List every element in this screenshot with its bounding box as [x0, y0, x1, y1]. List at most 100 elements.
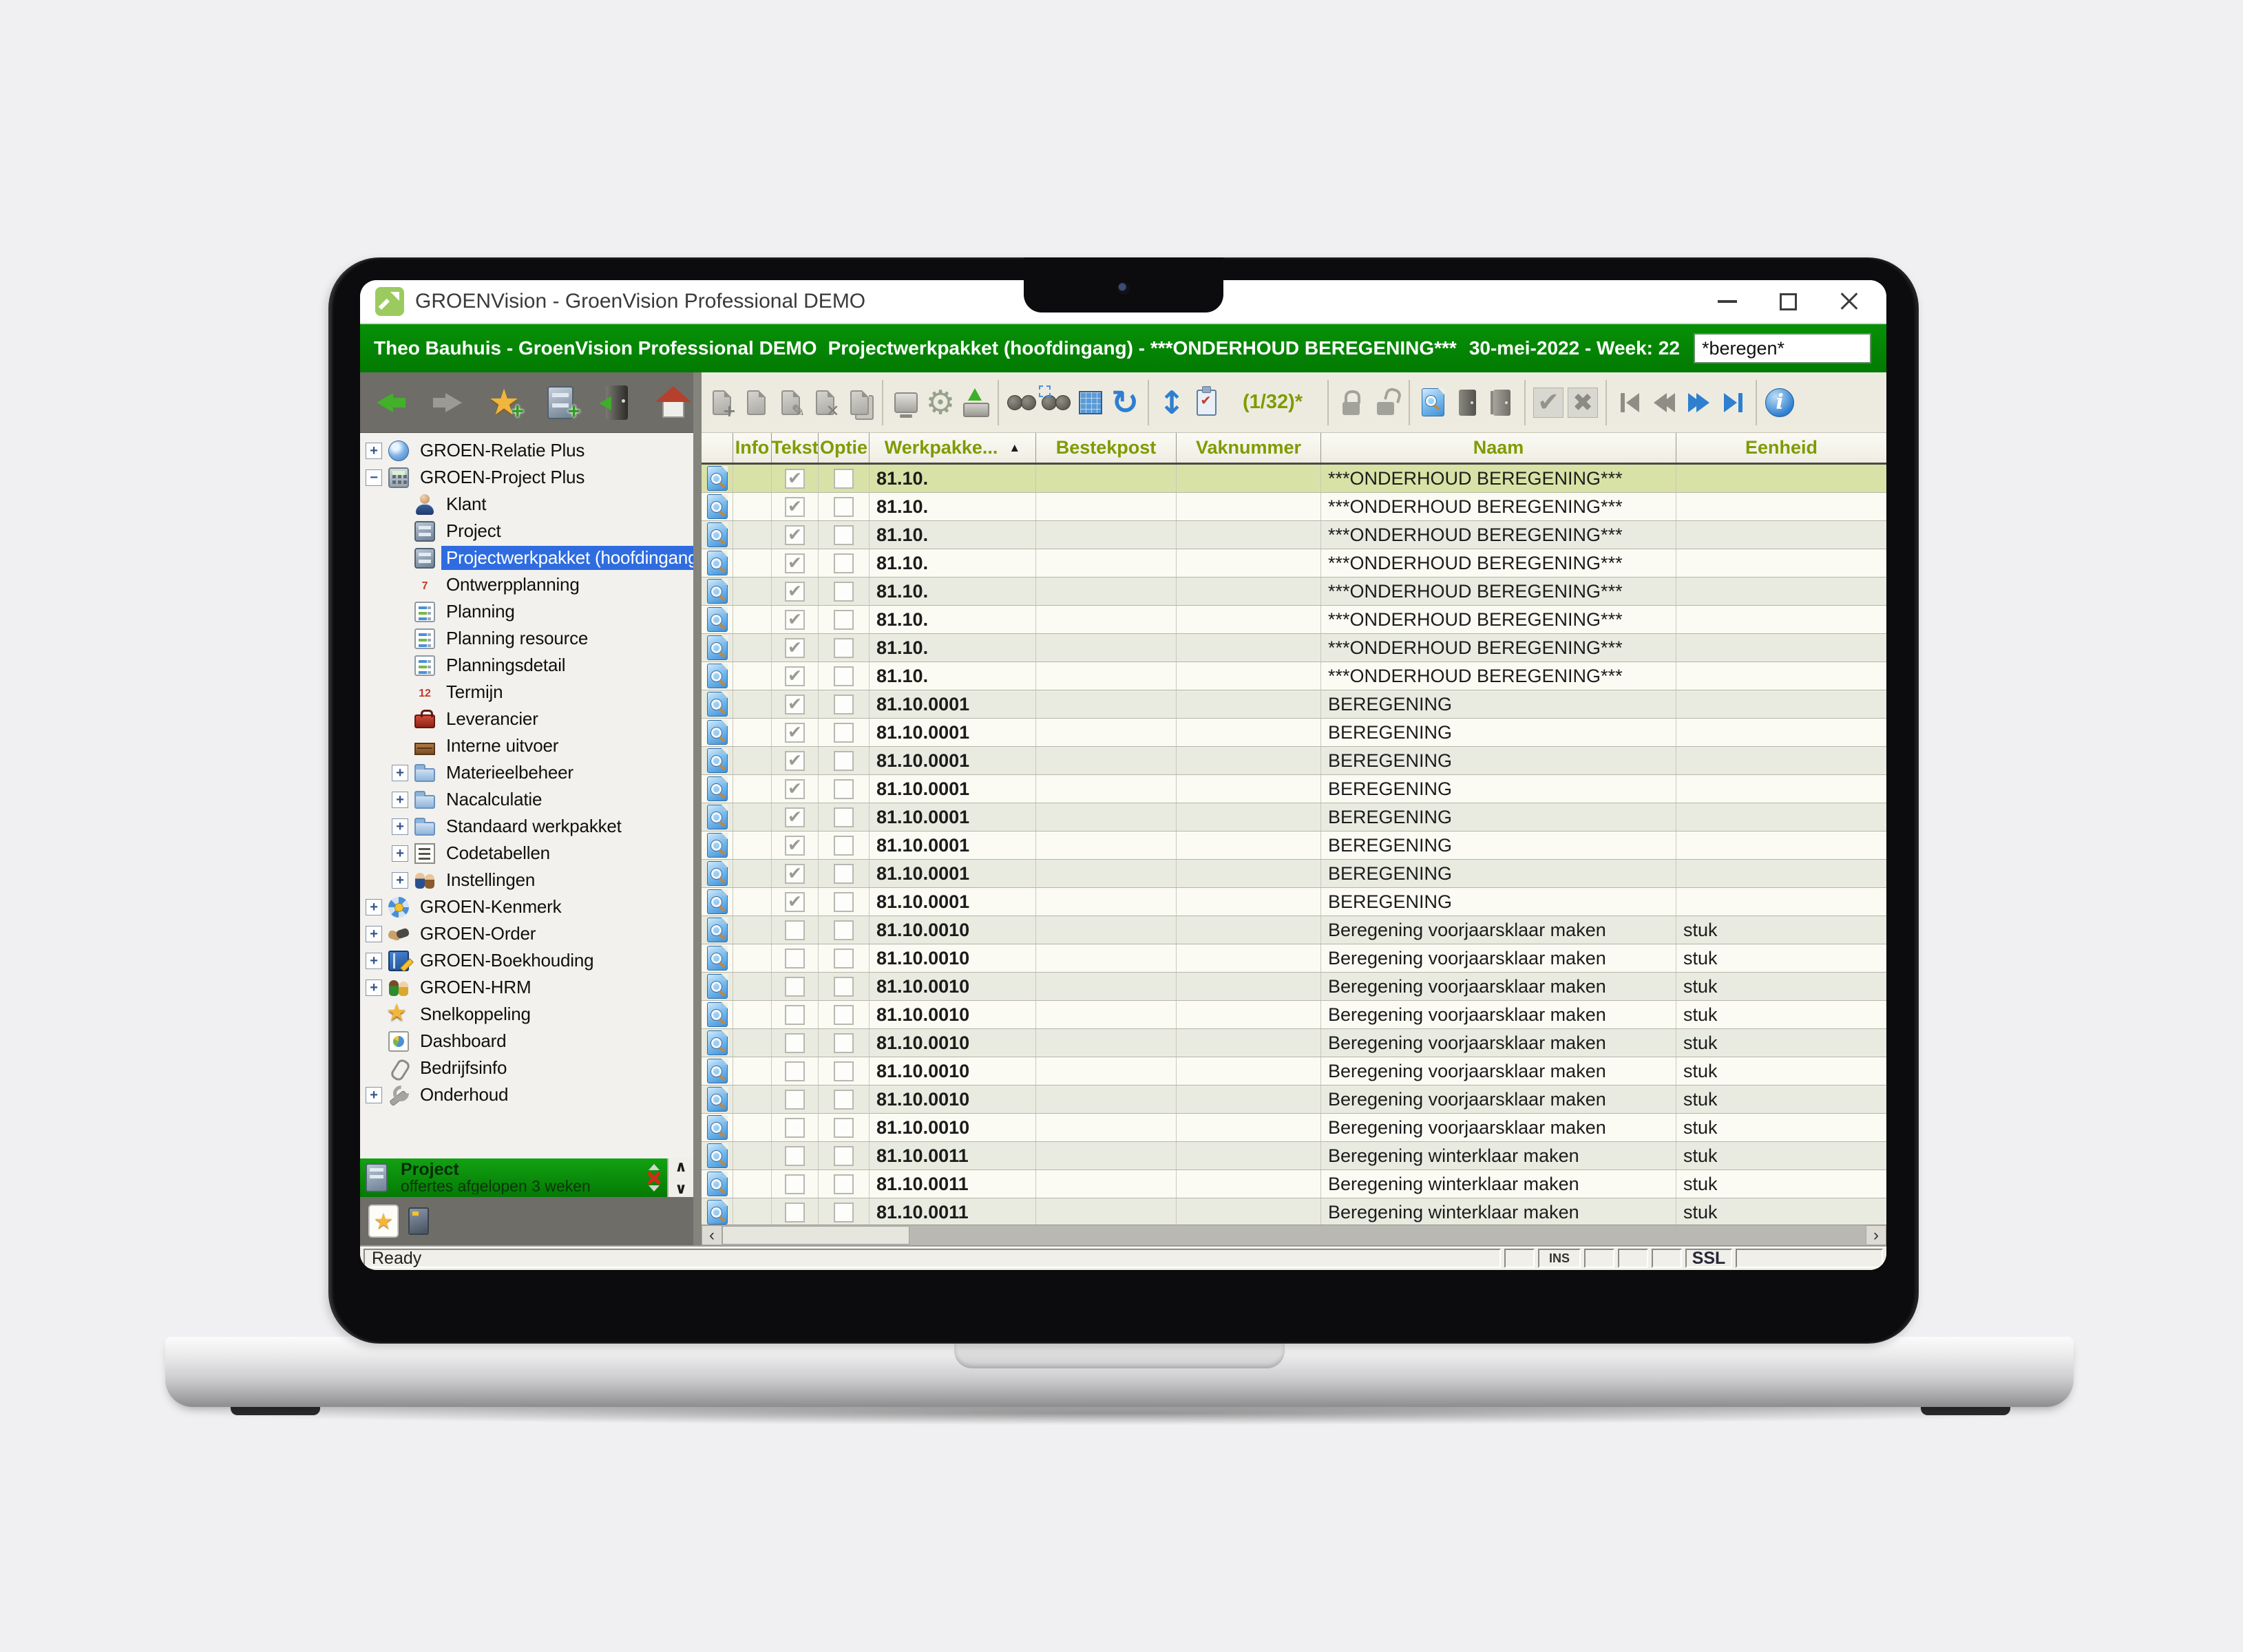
delete-record-button[interactable] [808, 382, 842, 423]
new-record-button[interactable] [704, 382, 739, 423]
tekst-checkbox[interactable] [785, 637, 805, 658]
optie-checkbox[interactable] [834, 468, 854, 489]
table-row[interactable]: 81.10. ***ONDERHOUD BEREGENING*** [702, 578, 1886, 606]
preview-document-icon[interactable] [706, 1059, 728, 1083]
tree-item[interactable]: Klant [360, 491, 693, 518]
door-open-button[interactable] [1484, 382, 1519, 423]
tree-item-label[interactable]: GROEN-Order [420, 923, 536, 944]
preview-document-icon[interactable] [706, 494, 728, 519]
column-header-tekst[interactable]: Tekst [772, 433, 819, 463]
tree-item-label[interactable]: Projectwerkpakket (hoofdingang) [441, 546, 693, 570]
table-row[interactable]: 81.10.0011 Beregening winterklaar maken st… [702, 1170, 1886, 1198]
tree-item[interactable]: Planning resource [360, 625, 693, 652]
tekst-checkbox[interactable] [785, 666, 805, 686]
optie-checkbox[interactable] [834, 496, 854, 517]
search-button[interactable] [1885, 331, 1886, 366]
notes-tab-icon[interactable] [408, 1207, 429, 1235]
preview-document-icon[interactable] [706, 1030, 728, 1055]
tree-item[interactable]: + GROEN-HRM [360, 974, 693, 1001]
table-row[interactable]: 81.10. ***ONDERHOUD BEREGENING*** [702, 521, 1886, 549]
unlock-button[interactable] [1369, 382, 1403, 423]
tekst-checkbox[interactable] [785, 553, 805, 573]
tekst-checkbox[interactable] [785, 807, 805, 827]
tree-item-label[interactable]: Onderhoud [420, 1084, 509, 1105]
tekst-checkbox[interactable] [785, 468, 805, 489]
table-row[interactable]: 81.10.0001 BEREGENING [702, 860, 1886, 888]
sidebar-splitter[interactable] [693, 372, 702, 1245]
tree-item[interactable]: Dashboard [360, 1028, 693, 1055]
optie-checkbox[interactable] [834, 637, 854, 658]
panel-close-icon[interactable] [646, 1171, 662, 1185]
open-record-button[interactable] [739, 382, 773, 423]
tree-item[interactable]: Snelkoppeling [360, 1000, 693, 1028]
optie-checkbox[interactable] [834, 1032, 854, 1053]
tekst-checkbox[interactable] [785, 863, 805, 884]
archive-add-button[interactable] [540, 380, 580, 425]
optie-checkbox[interactable] [834, 948, 854, 968]
expand-icon[interactable]: + [366, 979, 382, 996]
optie-checkbox[interactable] [834, 722, 854, 743]
tree-item-label[interactable]: Ontwerpplanning [446, 574, 580, 595]
preview-document-icon[interactable] [706, 748, 728, 773]
tree-item-label[interactable]: Termijn [446, 681, 503, 702]
tekst-checkbox[interactable] [785, 948, 805, 968]
checklist-button[interactable] [1189, 382, 1223, 423]
expand-icon[interactable]: + [392, 791, 408, 808]
tree-item-label[interactable]: GROEN-Project Plus [420, 467, 585, 487]
tree-item[interactable]: + GROEN-Kenmerk [360, 893, 693, 920]
horizontal-scrollbar[interactable] [702, 1225, 1886, 1245]
optie-checkbox[interactable] [834, 835, 854, 856]
optie-checkbox[interactable] [834, 1117, 854, 1138]
info-button[interactable] [1762, 382, 1797, 423]
print-button[interactable] [889, 382, 923, 423]
edit-record-button[interactable] [773, 382, 808, 423]
tree-item[interactable]: + GROEN-Order [360, 920, 693, 947]
nav-first-button[interactable] [1612, 382, 1647, 423]
tree-item[interactable]: Ontwerpplanning [360, 571, 693, 598]
optie-checkbox[interactable] [834, 891, 854, 912]
minimize-icon[interactable] [1718, 300, 1737, 303]
table-row[interactable]: 81.10. ***ONDERHOUD BEREGENING*** [702, 549, 1886, 578]
expand-icon[interactable]: + [366, 442, 382, 459]
preview-document-icon[interactable] [706, 1172, 728, 1196]
tekst-checkbox[interactable] [785, 920, 805, 940]
preview-document-icon[interactable] [706, 1200, 728, 1225]
table-row[interactable]: 81.10.0011 Beregening winterklaar maken st… [702, 1198, 1886, 1225]
table-row[interactable]: 81.10.0001 BEREGENING [702, 888, 1886, 916]
preview-document-icon[interactable] [706, 664, 728, 688]
exit-button[interactable] [597, 380, 637, 425]
tree-item-label[interactable]: Project [446, 520, 501, 541]
optie-checkbox[interactable] [834, 779, 854, 799]
expand-icon[interactable]: + [366, 898, 382, 915]
preview-document-icon[interactable] [706, 551, 728, 575]
table-row[interactable]: 81.10.0010 Beregening voorjaarsklaar make… [702, 916, 1886, 944]
tree-item[interactable]: Planning [360, 598, 693, 625]
lock-button[interactable] [1334, 382, 1369, 423]
preview-document-icon[interactable] [706, 692, 728, 717]
tree-item[interactable]: + GROEN-Relatie Plus [360, 437, 693, 464]
quicklink-panel[interactable]: Project offertes afgelopen 3 weken [360, 1158, 667, 1197]
back-button[interactable] [371, 380, 411, 425]
tree-item[interactable]: Planningsdetail [360, 652, 693, 679]
table-row[interactable]: 81.10.0010 Beregening voorjaarsklaar make… [702, 944, 1886, 973]
preview-document-icon[interactable] [706, 522, 728, 547]
tekst-checkbox[interactable] [785, 779, 805, 799]
favorite-add-button[interactable] [484, 380, 524, 425]
tree-item-label[interactable]: Planning resource [446, 628, 589, 648]
optie-checkbox[interactable] [834, 525, 854, 545]
tree-item[interactable]: + Nacalculatie [360, 786, 693, 813]
table-row[interactable]: 81.10.0010 Beregening voorjaarsklaar make… [702, 1057, 1886, 1086]
column-header-optie[interactable]: Optie [819, 433, 870, 463]
tree-item-label[interactable]: Standaard werkpakket [446, 816, 622, 836]
table-row[interactable]: 81.10.0010 Beregening voorjaarsklaar make… [702, 1114, 1886, 1142]
maximize-icon[interactable] [1780, 293, 1797, 310]
preview-document-icon[interactable] [706, 946, 728, 971]
panel-down-icon[interactable] [649, 1185, 660, 1192]
confirm-button[interactable] [1531, 382, 1566, 423]
expand-icon[interactable]: + [392, 764, 408, 781]
settings-button[interactable] [923, 382, 958, 423]
optie-checkbox[interactable] [834, 920, 854, 940]
expand-icon[interactable]: + [392, 818, 408, 835]
column-header-vaknummer[interactable]: Vaknummer [1177, 433, 1321, 463]
expand-icon[interactable]: + [366, 925, 382, 942]
